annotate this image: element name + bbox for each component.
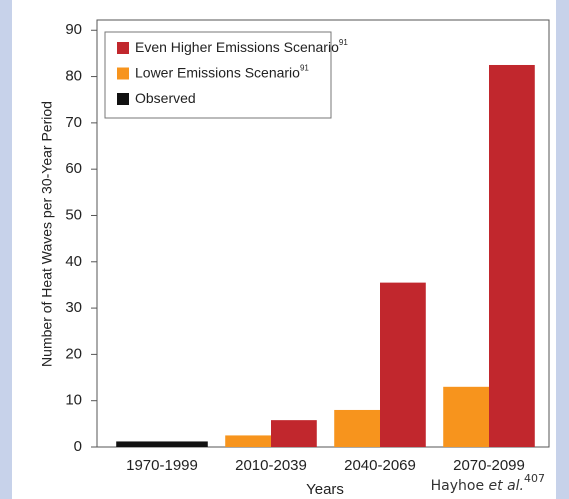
y-tick-label: 90 (65, 21, 82, 38)
y-tick-label: 40 (65, 253, 82, 270)
x-tick-label: 2070-2099 (453, 457, 525, 474)
bar (489, 64, 535, 447)
legend-swatch (117, 42, 129, 54)
bar (271, 420, 317, 447)
y-tick-label: 50 (65, 206, 82, 223)
y-tick-label: 70 (65, 114, 82, 131)
legend-swatch (117, 93, 129, 105)
y-tick-label: 80 (65, 68, 82, 85)
y-tick-label: 60 (65, 160, 82, 177)
y-tick-label: 20 (65, 345, 82, 362)
legend-name: Observed (135, 90, 196, 106)
y-tick-label: 30 (65, 299, 82, 316)
source-text: Hayhoe (431, 478, 484, 494)
plot-frame (96, 19, 550, 448)
y-tick-label: 10 (65, 392, 82, 409)
bar (334, 409, 380, 447)
legend-sup: 91 (339, 38, 348, 47)
legend-name: Lower Emissions Scenario (135, 64, 300, 80)
legend-label: Lower Emissions Scenario91 (135, 64, 309, 81)
x-tick-label: 2040-2069 (344, 457, 416, 474)
y-tick-label: 0 (74, 438, 82, 455)
source-italic: et al. (489, 478, 524, 494)
source: Hayhoe et al.407 (431, 472, 545, 494)
legend-sup: 91 (300, 64, 309, 73)
y-axis-title: Number of Heat Waves per 30-Year Period (39, 101, 55, 367)
legend-box (104, 31, 332, 119)
legend-swatch (117, 67, 129, 80)
legend-label: Even Higher Emissions Scenario91 (135, 38, 348, 55)
x-tick-label: 2010-2039 (235, 457, 307, 474)
bar (225, 435, 271, 447)
x-tick-label: 1970-1999 (126, 457, 198, 474)
bar (380, 282, 426, 447)
legend-name: Even Higher Emissions Scenario (135, 39, 339, 55)
source-sup: 407 (524, 472, 545, 485)
legend-label: Observed (135, 90, 196, 106)
x-axis-title: Years (306, 481, 344, 498)
bar (116, 441, 208, 447)
bar (443, 386, 489, 447)
